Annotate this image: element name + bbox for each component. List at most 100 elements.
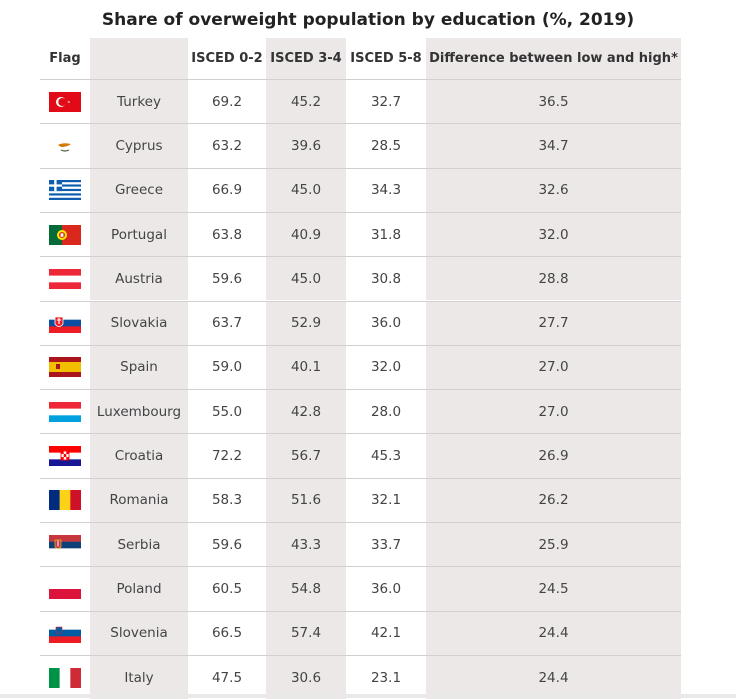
table-row: Spain 59.0 40.1 32.0 27.0 bbox=[40, 344, 681, 390]
value-isced-0-2: 59.6 bbox=[211, 536, 243, 553]
row-divider bbox=[40, 256, 681, 258]
flag-cell bbox=[40, 124, 90, 167]
value-isced-0-2: 63.2 bbox=[211, 137, 243, 154]
italy-flag-icon bbox=[49, 667, 81, 688]
value-isced-5-8: 32.1 bbox=[370, 492, 402, 509]
header-isced-0-2: ISCED 0-2 bbox=[191, 51, 263, 66]
value-difference: 24.4 bbox=[426, 655, 681, 699]
row-divider bbox=[40, 610, 681, 612]
value-isced-0-2: 66.9 bbox=[211, 182, 243, 199]
flag-cell bbox=[40, 213, 90, 256]
flag-cell bbox=[40, 302, 90, 345]
row-divider bbox=[40, 79, 681, 80]
row-divider bbox=[40, 344, 681, 346]
table-row: Portugal 63.8 40.9 31.8 32.0 bbox=[40, 211, 681, 257]
value-isced-0-2: 59.6 bbox=[211, 270, 243, 287]
chart-title: Share of overweight population by educat… bbox=[101, 10, 635, 30]
value-isced-3-4: 56.7 bbox=[266, 434, 346, 478]
country-name: Croatia bbox=[90, 434, 188, 478]
value-isced-5-8: 36.0 bbox=[370, 580, 402, 597]
flag-cell bbox=[40, 346, 90, 389]
header-difference: Difference between low and high* bbox=[426, 38, 681, 79]
value-isced-5-8: 30.8 bbox=[370, 270, 402, 287]
value-isced-5-8: 36.0 bbox=[370, 315, 402, 332]
value-isced-5-8: 31.8 bbox=[370, 226, 402, 243]
luxembourg-flag-icon bbox=[49, 401, 81, 422]
row-divider bbox=[40, 477, 681, 479]
slovenia-flag-icon bbox=[49, 623, 81, 644]
country-name: Spain bbox=[90, 345, 188, 390]
value-isced-3-4: 54.8 bbox=[266, 567, 346, 611]
value-isced-0-2: 60.5 bbox=[211, 580, 243, 597]
country-name: Poland bbox=[90, 567, 188, 611]
row-divider bbox=[40, 522, 681, 523]
country-name: Romania bbox=[90, 478, 188, 522]
spain-flag-icon bbox=[49, 357, 81, 378]
value-difference: 34.7 bbox=[426, 124, 681, 168]
table-row: Croatia 72.2 56.7 45.3 26.9 bbox=[40, 433, 681, 478]
header-flag: Flag bbox=[49, 51, 81, 66]
portugal-flag-icon bbox=[49, 224, 81, 245]
value-isced-3-4: 40.9 bbox=[266, 212, 346, 257]
row-divider bbox=[40, 300, 681, 302]
table-row: Slovenia 66.5 57.4 42.1 24.4 bbox=[40, 610, 681, 655]
slovakia-flag-icon bbox=[49, 313, 81, 334]
value-isced-5-8: 28.0 bbox=[370, 403, 402, 420]
flag-cell bbox=[40, 656, 90, 699]
flag-cell bbox=[40, 612, 90, 655]
value-isced-3-4: 43.3 bbox=[266, 523, 346, 567]
table-row: Austria 59.6 45.0 30.8 28.8 bbox=[40, 256, 681, 301]
table-row: Poland 60.5 54.8 36.0 24.5 bbox=[40, 566, 681, 611]
value-isced-3-4: 57.4 bbox=[266, 611, 346, 655]
value-difference: 24.4 bbox=[426, 611, 681, 655]
value-isced-5-8: 23.1 bbox=[370, 669, 402, 686]
value-isced-0-2: 72.2 bbox=[211, 448, 243, 465]
table-row: Cyprus 63.2 39.6 28.5 34.7 bbox=[40, 123, 681, 168]
header-country bbox=[90, 38, 188, 79]
austria-flag-icon bbox=[49, 268, 81, 289]
country-name: Slovakia bbox=[90, 301, 188, 345]
value-difference: 36.5 bbox=[426, 80, 681, 124]
header-isced-3-4: ISCED 3-4 bbox=[266, 38, 346, 79]
value-isced-3-4: 40.1 bbox=[266, 345, 346, 390]
row-divider bbox=[40, 123, 681, 125]
poland-flag-icon bbox=[49, 578, 81, 599]
country-name: Luxembourg bbox=[90, 390, 188, 434]
croatia-flag-icon bbox=[49, 446, 81, 467]
value-isced-5-8: 34.3 bbox=[370, 182, 402, 199]
row-divider bbox=[40, 433, 681, 435]
value-isced-5-8: 28.5 bbox=[370, 137, 402, 154]
value-isced-5-8: 45.3 bbox=[370, 448, 402, 465]
country-name: Turkey bbox=[90, 80, 188, 124]
value-isced-0-2: 55.0 bbox=[211, 403, 243, 420]
serbia-flag-icon bbox=[49, 534, 81, 555]
flag-cell bbox=[40, 434, 90, 477]
country-name: Austria bbox=[90, 257, 188, 301]
country-name: Slovenia bbox=[90, 611, 188, 655]
value-difference: 27.0 bbox=[426, 345, 681, 390]
value-isced-0-2: 47.5 bbox=[211, 669, 243, 686]
value-isced-5-8: 42.1 bbox=[370, 625, 402, 642]
turkey-flag-icon bbox=[49, 91, 81, 112]
value-isced-3-4: 42.8 bbox=[266, 390, 346, 434]
value-difference: 32.6 bbox=[426, 168, 681, 212]
row-divider bbox=[40, 389, 681, 391]
value-isced-3-4: 51.6 bbox=[266, 478, 346, 522]
value-difference: 27.0 bbox=[426, 390, 681, 434]
country-name: Greece bbox=[90, 168, 188, 212]
flag-cell bbox=[40, 257, 90, 300]
value-isced-3-4: 39.6 bbox=[266, 124, 346, 168]
value-difference: 25.9 bbox=[426, 523, 681, 567]
value-isced-0-2: 63.7 bbox=[211, 315, 243, 332]
value-difference: 24.5 bbox=[426, 567, 681, 611]
row-divider bbox=[40, 167, 681, 169]
value-isced-3-4: 45.0 bbox=[266, 257, 346, 301]
value-isced-3-4: 45.2 bbox=[266, 80, 346, 124]
table-row: Slovakia 63.7 52.9 36.0 27.7 bbox=[40, 300, 681, 345]
flag-cell bbox=[40, 479, 90, 522]
value-isced-3-4: 45.0 bbox=[266, 168, 346, 212]
flag-cell bbox=[40, 567, 90, 610]
flag-cell bbox=[40, 80, 90, 123]
country-name: Portugal bbox=[90, 212, 188, 257]
value-isced-0-2: 58.3 bbox=[211, 492, 243, 509]
